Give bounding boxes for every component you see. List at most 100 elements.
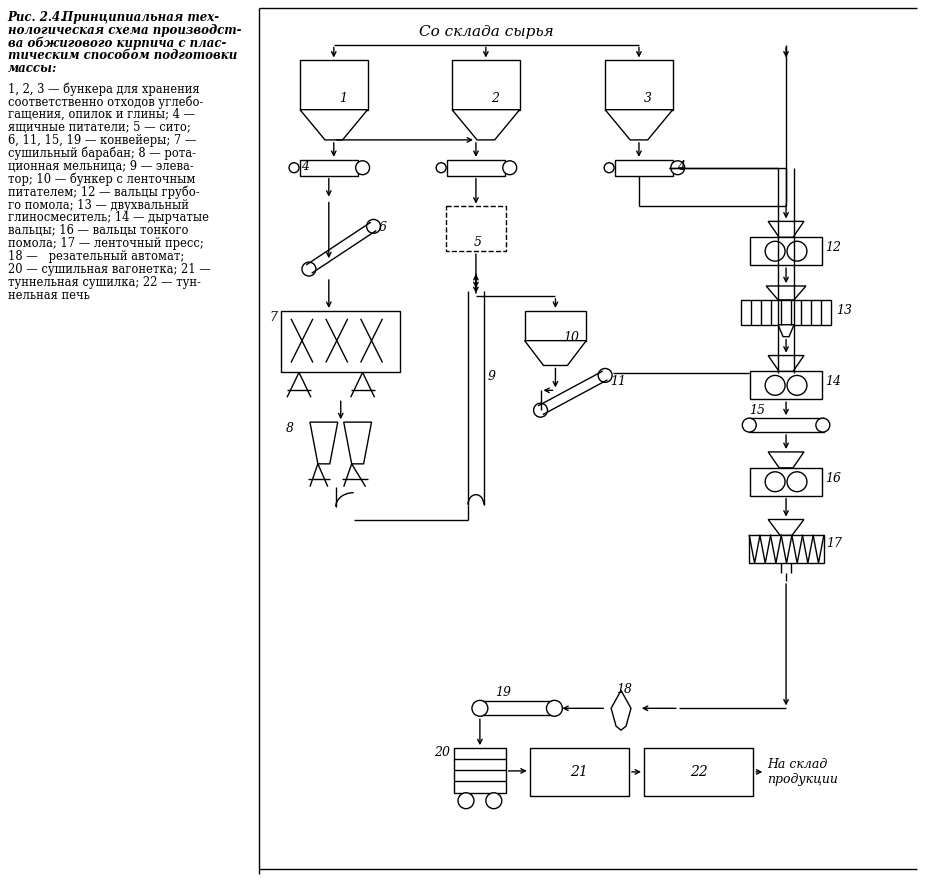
Circle shape [765,242,785,261]
Text: 12: 12 [825,242,841,254]
Text: На склад
продукции: На склад продукции [767,758,838,786]
Bar [454,748,506,793]
Circle shape [598,369,612,383]
Text: 2: 2 [491,93,499,105]
Circle shape [472,700,488,716]
Text: гащения, опилок и глины; 4 —: гащения, опилок и глины; 4 — [7,108,194,121]
Text: 6, 11, 15, 19 — конвейеры; 7 —: 6, 11, 15, 19 — конвейеры; 7 — [7,134,196,147]
Circle shape [458,793,474,809]
Polygon shape [452,109,519,140]
Bar [282,310,400,372]
Text: 3: 3 [644,93,652,105]
Text: нологическая схема производст-: нологическая схема производст- [7,24,242,37]
Bar [447,160,505,176]
Text: сушильный барабан; 8 — рота-: сушильный барабан; 8 — рота- [7,147,195,161]
Bar [742,300,831,325]
Text: 9: 9 [488,370,495,384]
Text: 21: 21 [570,765,588,779]
Circle shape [546,700,562,716]
Polygon shape [778,325,794,337]
Bar [480,701,555,715]
Circle shape [765,472,785,491]
Text: тическим способом подготовки: тическим способом подготовки [7,49,237,63]
Polygon shape [769,519,804,535]
Text: 6: 6 [379,221,386,235]
Bar [644,748,753,796]
Circle shape [503,161,517,175]
Bar [446,206,506,251]
Text: Принципиальная тех-: Принципиальная тех- [58,11,219,24]
Bar [606,60,672,109]
Text: 5: 5 [474,236,482,250]
Circle shape [533,403,547,417]
Polygon shape [525,340,586,365]
Text: 18: 18 [616,684,632,697]
Text: 11: 11 [610,376,626,388]
Text: 19: 19 [494,686,511,699]
Bar [452,60,519,109]
Text: ционная мельница; 9 — элева-: ционная мельница; 9 — элева- [7,160,194,173]
Circle shape [367,220,381,234]
Text: 15: 15 [749,404,765,417]
Circle shape [743,418,757,432]
Text: Рис. 2.4.: Рис. 2.4. [7,11,65,24]
Text: 1: 1 [339,93,346,105]
Circle shape [787,242,807,261]
Text: массы:: массы: [7,63,57,75]
Circle shape [670,161,684,175]
Text: тор; 10 — бункер с ленточным: тор; 10 — бункер с ленточным [7,173,195,186]
Circle shape [356,161,369,175]
Bar [615,160,672,176]
Polygon shape [769,355,804,371]
Bar [525,310,586,340]
Polygon shape [344,422,371,464]
Text: 18 —   резательный автомат;: 18 — резательный автомат; [7,250,184,263]
Text: 13: 13 [836,304,852,317]
Text: глиносмеситель; 14 — дырчатые: глиносмеситель; 14 — дырчатые [7,212,208,224]
Text: 22: 22 [690,765,707,779]
Bar [530,748,629,796]
Bar [750,237,822,265]
Polygon shape [766,286,806,300]
Text: помола; 17 — ленточный пресс;: помола; 17 — ленточный пресс; [7,237,204,250]
Circle shape [302,262,316,276]
Text: вальцы; 16 — вальцы тонкого: вальцы; 16 — вальцы тонкого [7,224,188,237]
Circle shape [787,376,807,395]
Text: 20: 20 [434,746,450,759]
Text: 4: 4 [677,160,684,173]
Circle shape [289,163,299,173]
Text: питателем; 12 — вальцы грубо-: питателем; 12 — вальцы грубо- [7,185,199,199]
Bar [750,371,822,400]
Circle shape [765,376,785,395]
Text: 7: 7 [269,310,277,324]
Text: 17: 17 [826,537,842,550]
Circle shape [787,472,807,491]
Polygon shape [310,422,338,464]
Text: нельная печь: нельная печь [7,289,90,302]
Text: 14: 14 [825,376,841,388]
Text: 8: 8 [286,422,294,435]
Text: Со склада сырья: Со склада сырья [419,25,554,39]
Text: туннельная сушилка; 22 — тун-: туннельная сушилка; 22 — тун- [7,276,201,289]
Bar [300,160,357,176]
Text: соответственно отходов углебо-: соответственно отходов углебо- [7,95,203,108]
Text: 4: 4 [301,160,309,173]
Text: ва обжигового кирпича с плас-: ва обжигового кирпича с плас- [7,36,226,50]
Bar [749,535,824,564]
Circle shape [486,793,502,809]
Circle shape [816,418,830,432]
Circle shape [436,163,446,173]
Polygon shape [300,109,368,140]
Text: ящичные питатели; 5 — сито;: ящичные питатели; 5 — сито; [7,121,191,134]
Bar [300,60,368,109]
Text: 10: 10 [563,331,580,344]
Text: го помола; 13 — двухвальный: го помола; 13 — двухвальный [7,198,189,212]
Circle shape [604,163,614,173]
Polygon shape [606,109,672,140]
Text: 1, 2, 3 — бункера для хранения: 1, 2, 3 — бункера для хранения [7,82,199,96]
Polygon shape [769,221,804,237]
Polygon shape [769,452,804,467]
Text: 20 — сушильная вагонетка; 21 —: 20 — сушильная вагонетка; 21 — [7,263,210,276]
Bar [749,418,824,432]
Text: 16: 16 [825,472,841,485]
